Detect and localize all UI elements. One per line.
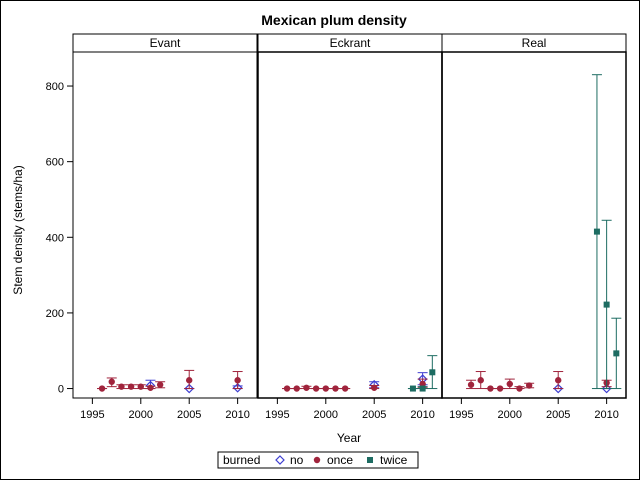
legend-marker-once [313,456,321,464]
data-point-once [127,383,135,390]
data-point-twice [603,301,610,308]
panel-label: Real [522,36,547,50]
data-point-once [137,383,144,390]
y-tick-label: 400 [46,232,64,244]
x-tick-label: 1995 [449,409,473,421]
legend-title: burned [223,453,260,467]
data-point-once [496,385,504,392]
data-point-once [98,385,106,392]
panel-frame [441,51,627,399]
data-point-once [467,381,475,388]
panel-evant: Evant 1995 2000 2005 2010 [72,33,258,421]
data-point-once [293,385,300,392]
x-axis-label: Year [337,431,361,445]
x-tick-label: 2010 [225,409,249,421]
x-tick-label: 2005 [362,409,386,421]
y-axis: 0 200 400 600 800 [46,81,73,396]
legend-label-once: once [327,453,353,467]
y-axis-label: Stem density (stems/ha) [11,165,25,294]
data-point-once [147,384,154,391]
data-point-once [312,385,320,392]
panel-label: Eckrant [330,36,371,50]
panel-label: Evant [150,36,181,50]
data-point-twice [593,228,600,235]
data-point-no [232,382,243,393]
data-point-once [341,385,349,392]
data-point-no [553,383,564,394]
data-point-once [525,382,533,389]
data-point-twice [429,369,436,376]
legend-label-twice: twice [380,453,408,467]
legend-marker-no [275,455,285,465]
data-point-once [371,384,378,391]
x-tick-label: 1995 [265,409,289,421]
legend-marker-twice [367,457,373,463]
data-point-once [516,385,523,392]
data-point-once [322,385,329,392]
panel-frame [72,51,258,399]
x-tick-label: 2000 [129,409,153,421]
chart-title: Mexican plum density [261,12,407,28]
data-point-twice [409,385,416,392]
panel-real: Real 1995 2000 2005 2010 [441,33,627,421]
data-point-once [186,377,193,384]
y-tick-label: 0 [58,384,64,396]
legend-label-no: no [290,453,304,467]
x-tick-label: 2000 [314,409,338,421]
x-tick-label: 2000 [498,409,522,421]
data-point-once [555,377,562,384]
data-point-once [283,385,291,392]
data-point-once [332,385,339,392]
x-tick-label: 2010 [410,409,434,421]
x-tick-label: 2010 [594,409,618,421]
data-point-no [184,383,195,394]
legend: burned no once twice [217,451,419,469]
panel-eckrant: Eckrant 1995 2000 2005 2010 [257,33,443,421]
data-point-twice [613,350,620,357]
data-point-twice [419,385,426,392]
y-tick-label: 800 [46,81,64,93]
panels: Evant 1995 2000 2005 2010 Eckrant 1995 2000 2005… [72,33,627,421]
data-point-once [156,381,164,388]
data-point-once [108,378,115,385]
y-tick-label: 200 [46,308,64,320]
x-tick-label: 2005 [546,409,570,421]
data-point-once [477,377,484,384]
data-point-once [487,385,494,392]
data-point-once [118,383,125,390]
x-tick-label: 2005 [177,409,201,421]
data-point-once [303,384,310,391]
x-tick-label: 1995 [80,409,104,421]
data-point-once [234,377,241,384]
y-tick-label: 600 [46,157,64,169]
data-point-no [601,383,612,394]
data-point-once [506,380,513,388]
